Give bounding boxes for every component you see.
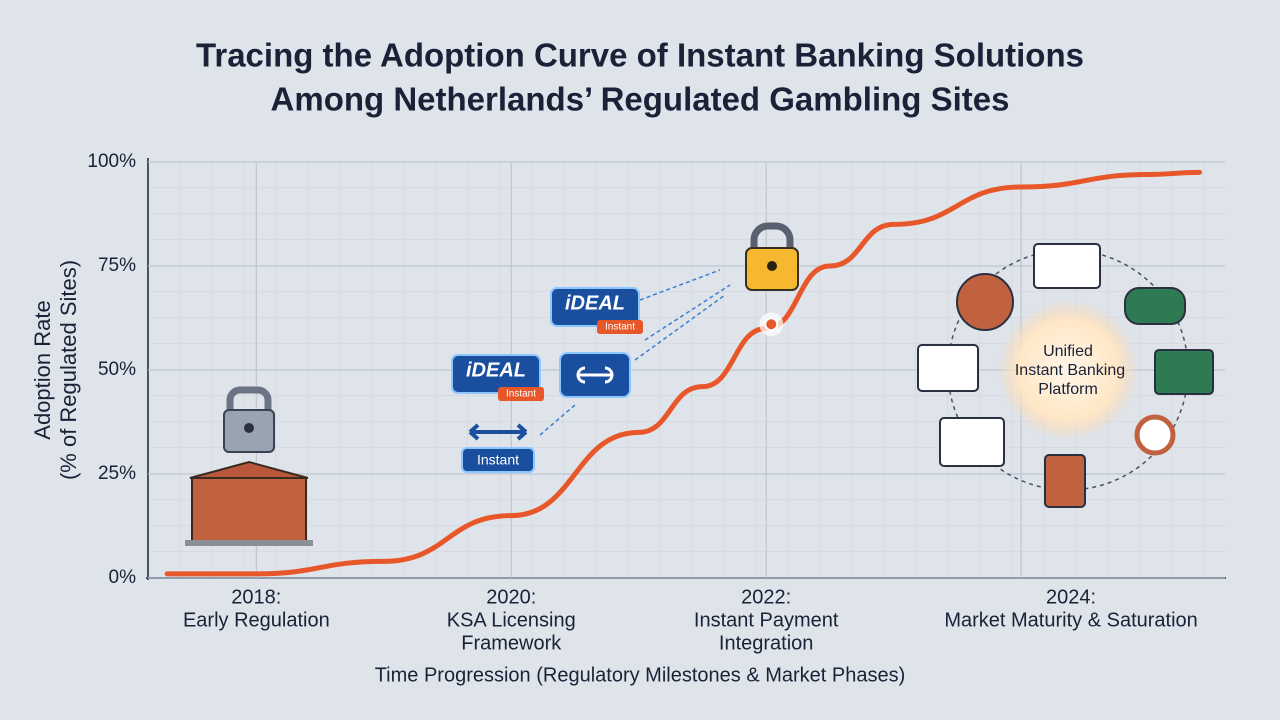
y-tick-label: 50% bbox=[98, 359, 136, 380]
badge-tag: Instant bbox=[477, 452, 519, 468]
x-tick-label: 2018: bbox=[231, 586, 281, 608]
y-tick-label: 0% bbox=[109, 567, 137, 588]
badge-tag: Instant bbox=[506, 389, 536, 400]
adoption-curve bbox=[164, 169, 1203, 577]
highlight-point bbox=[764, 317, 779, 332]
y-axis-label: (% of Regulated Sites) bbox=[56, 260, 81, 480]
ideal-badge bbox=[451, 269, 731, 473]
x-tick-label: 2022: bbox=[741, 586, 791, 608]
x-tick-label: 2024: bbox=[1046, 586, 1096, 608]
chart-title: Among Netherlands’ Regulated Gambling Si… bbox=[271, 81, 1010, 118]
x-tick-label: 2020: bbox=[486, 586, 536, 608]
x-phase-label: Framework bbox=[461, 632, 562, 654]
hub-label: Instant Banking bbox=[1015, 362, 1125, 379]
badge-tag: Instant bbox=[605, 322, 635, 333]
hub bbox=[917, 243, 1214, 508]
x-phase-label: Early Regulation bbox=[183, 609, 330, 631]
hub-label: Unified bbox=[1043, 343, 1093, 360]
x-phase-label: Integration bbox=[719, 632, 814, 654]
x-phase-label: KSA Licensing bbox=[447, 609, 576, 631]
y-tick-label: 75% bbox=[98, 255, 136, 276]
lock-icon bbox=[745, 222, 799, 291]
y-axis-label: Adoption Rate bbox=[30, 300, 55, 439]
y-tick-label: 100% bbox=[87, 151, 136, 172]
x-axis-label: Time Progression (Regulatory Milestones … bbox=[375, 664, 906, 686]
regulator-icon bbox=[185, 386, 313, 546]
x-phase-label: Instant Payment bbox=[694, 609, 839, 631]
chart-title: Tracing the Adoption Curve of Instant Ba… bbox=[196, 37, 1084, 74]
badge-title: iDEAL bbox=[466, 359, 526, 381]
y-tick-label: 25% bbox=[98, 463, 136, 484]
hub-label: Platform bbox=[1038, 381, 1098, 398]
badge-title: iDEAL bbox=[565, 292, 625, 314]
x-phase-label: Market Maturity & Saturation bbox=[944, 609, 1197, 631]
